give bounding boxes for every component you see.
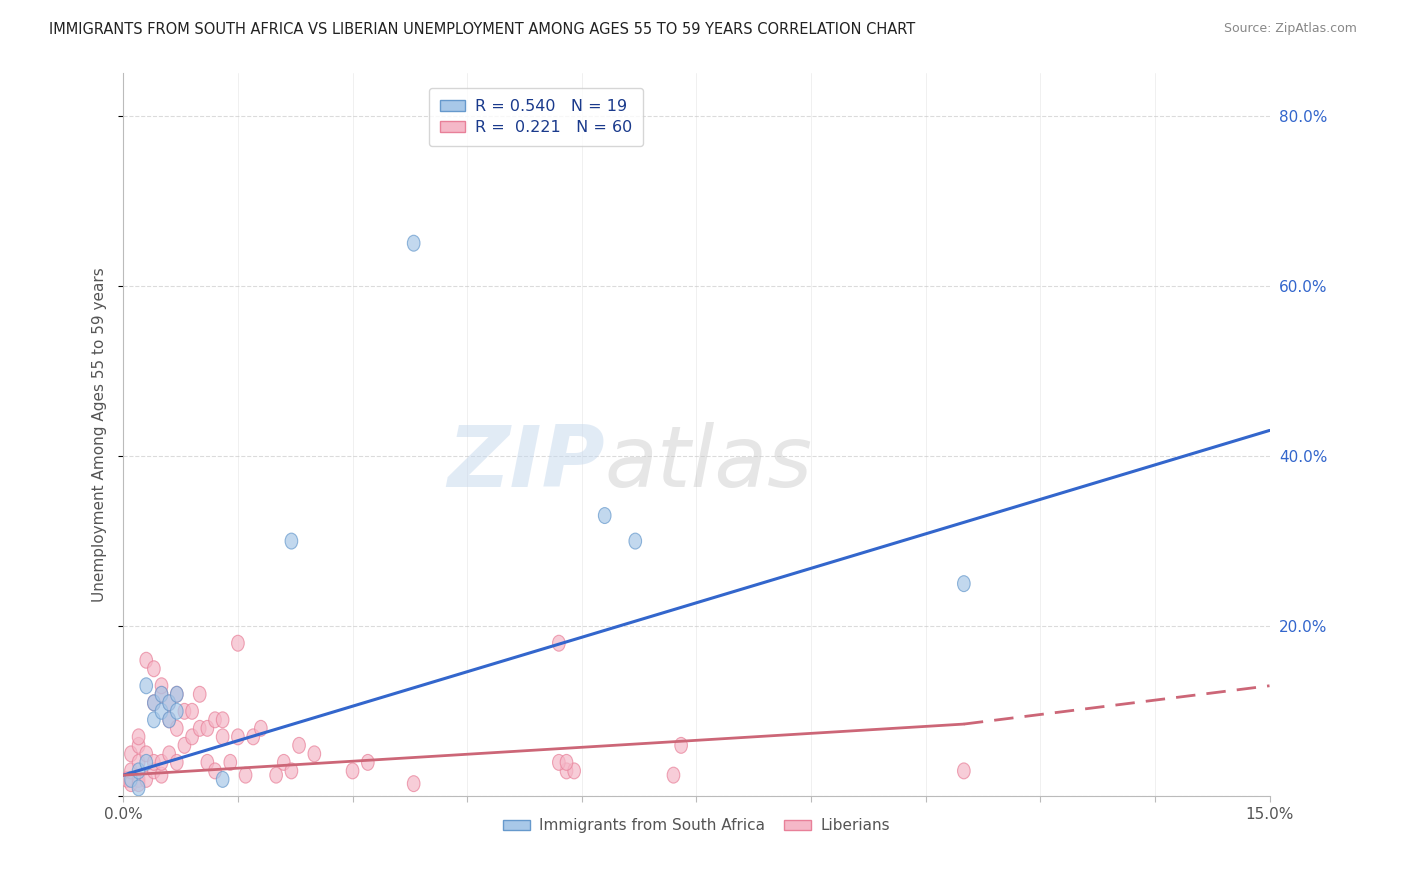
Ellipse shape xyxy=(163,712,176,728)
Ellipse shape xyxy=(155,686,167,702)
Ellipse shape xyxy=(270,767,283,783)
Ellipse shape xyxy=(560,755,572,771)
Ellipse shape xyxy=(132,763,145,779)
Ellipse shape xyxy=(148,712,160,728)
Ellipse shape xyxy=(201,755,214,771)
Ellipse shape xyxy=(179,738,191,754)
Ellipse shape xyxy=(141,755,152,771)
Ellipse shape xyxy=(957,575,970,591)
Ellipse shape xyxy=(201,721,214,736)
Ellipse shape xyxy=(148,755,160,771)
Ellipse shape xyxy=(170,686,183,702)
Ellipse shape xyxy=(163,746,176,762)
Ellipse shape xyxy=(408,776,420,791)
Ellipse shape xyxy=(132,780,145,796)
Ellipse shape xyxy=(560,763,572,779)
Ellipse shape xyxy=(132,738,145,754)
Ellipse shape xyxy=(208,763,221,779)
Ellipse shape xyxy=(125,746,138,762)
Ellipse shape xyxy=(553,635,565,651)
Ellipse shape xyxy=(125,772,138,788)
Ellipse shape xyxy=(179,704,191,719)
Ellipse shape xyxy=(132,772,145,788)
Text: ZIP: ZIP xyxy=(447,422,605,505)
Ellipse shape xyxy=(239,767,252,783)
Ellipse shape xyxy=(125,776,138,791)
Ellipse shape xyxy=(141,772,152,788)
Ellipse shape xyxy=(170,686,183,702)
Ellipse shape xyxy=(232,729,245,745)
Ellipse shape xyxy=(148,695,160,711)
Ellipse shape xyxy=(186,704,198,719)
Ellipse shape xyxy=(208,712,221,728)
Ellipse shape xyxy=(163,695,176,711)
Ellipse shape xyxy=(285,533,298,549)
Text: atlas: atlas xyxy=(605,422,813,505)
Ellipse shape xyxy=(194,686,207,702)
Ellipse shape xyxy=(361,755,374,771)
Legend: Immigrants from South Africa, Liberians: Immigrants from South Africa, Liberians xyxy=(496,813,896,839)
Ellipse shape xyxy=(285,763,298,779)
Ellipse shape xyxy=(163,695,176,711)
Ellipse shape xyxy=(155,678,167,694)
Ellipse shape xyxy=(141,746,152,762)
Ellipse shape xyxy=(132,729,145,745)
Ellipse shape xyxy=(155,767,167,783)
Ellipse shape xyxy=(170,721,183,736)
Ellipse shape xyxy=(132,776,145,791)
Text: IMMIGRANTS FROM SOUTH AFRICA VS LIBERIAN UNEMPLOYMENT AMONG AGES 55 TO 59 YEARS : IMMIGRANTS FROM SOUTH AFRICA VS LIBERIAN… xyxy=(49,22,915,37)
Ellipse shape xyxy=(170,704,183,719)
Ellipse shape xyxy=(408,235,420,252)
Ellipse shape xyxy=(186,729,198,745)
Ellipse shape xyxy=(217,729,229,745)
Ellipse shape xyxy=(125,763,138,779)
Ellipse shape xyxy=(155,704,167,719)
Ellipse shape xyxy=(194,721,207,736)
Ellipse shape xyxy=(232,635,245,651)
Ellipse shape xyxy=(346,763,359,779)
Ellipse shape xyxy=(155,755,167,771)
Ellipse shape xyxy=(247,729,260,745)
Ellipse shape xyxy=(668,767,679,783)
Ellipse shape xyxy=(599,508,612,524)
Ellipse shape xyxy=(254,721,267,736)
Ellipse shape xyxy=(121,772,134,788)
Ellipse shape xyxy=(170,755,183,771)
Ellipse shape xyxy=(292,738,305,754)
Ellipse shape xyxy=(141,678,152,694)
Ellipse shape xyxy=(148,763,160,779)
Ellipse shape xyxy=(277,755,290,771)
Ellipse shape xyxy=(217,712,229,728)
Ellipse shape xyxy=(628,533,641,549)
Ellipse shape xyxy=(675,738,688,754)
Ellipse shape xyxy=(163,712,176,728)
Ellipse shape xyxy=(155,686,167,702)
Ellipse shape xyxy=(553,755,565,771)
Ellipse shape xyxy=(217,772,229,788)
Ellipse shape xyxy=(132,755,145,771)
Ellipse shape xyxy=(148,695,160,711)
Ellipse shape xyxy=(224,755,236,771)
Ellipse shape xyxy=(957,763,970,779)
Y-axis label: Unemployment Among Ages 55 to 59 years: Unemployment Among Ages 55 to 59 years xyxy=(93,268,107,602)
Ellipse shape xyxy=(148,661,160,677)
Ellipse shape xyxy=(308,746,321,762)
Ellipse shape xyxy=(141,652,152,668)
Ellipse shape xyxy=(568,763,581,779)
Text: Source: ZipAtlas.com: Source: ZipAtlas.com xyxy=(1223,22,1357,36)
